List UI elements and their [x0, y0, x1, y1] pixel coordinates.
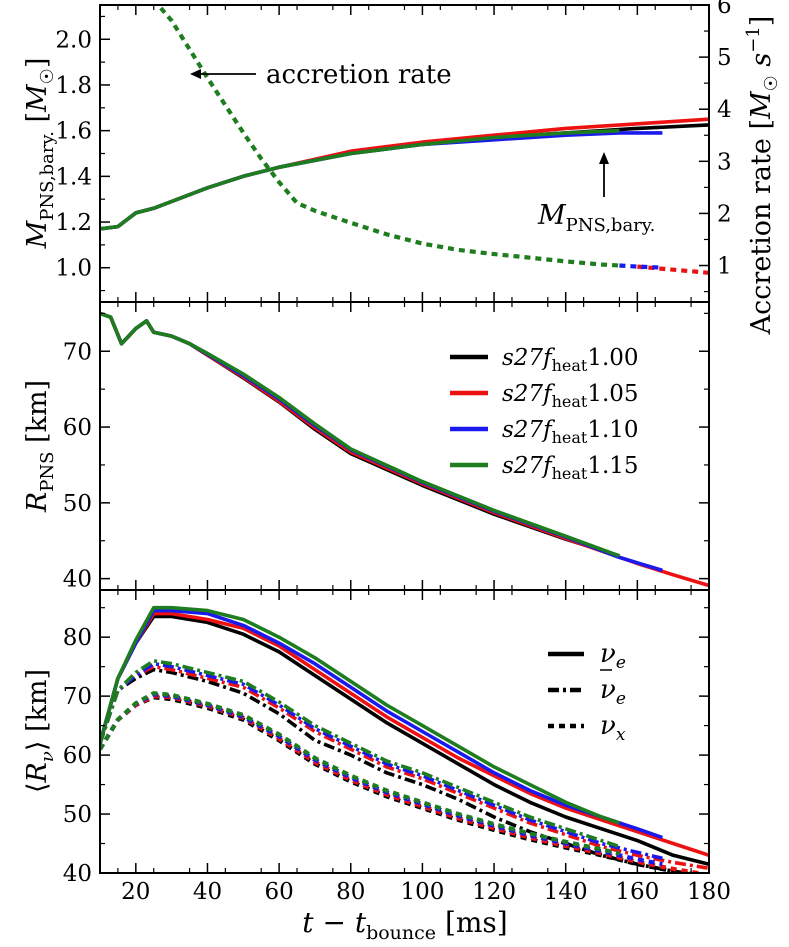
svg-text:accretion rate: accretion rate: [266, 60, 452, 90]
legend-label: s27fheat1.00: [502, 345, 639, 375]
mid-ylabel: RPNS [km]: [22, 380, 58, 513]
y-tick-label: 60: [63, 415, 92, 441]
x-tick-label: 140: [544, 879, 588, 905]
series-s27-f-heat-1-00: [100, 123, 709, 231]
y-tick-label: 1.4: [55, 164, 92, 190]
legend-label: νx: [600, 711, 626, 745]
bot-ylabel: ⟨Rν⟩ [km]: [22, 669, 58, 793]
series-s27-f-heat-1-05: [100, 117, 709, 231]
y-tick-label: 1.6: [55, 119, 92, 145]
y-tick-label: 40: [63, 861, 92, 887]
panel-accretion-mass: 1.0 1.2 1.4 1.6 1.8 2.0 1 2 3 4 5 6 MPNS,bary. [M☉]…: [22, 0, 782, 335]
x-tick-label: 40: [193, 879, 222, 905]
x-tick-label: 180: [687, 879, 731, 905]
y-tick-label: 50: [63, 491, 92, 517]
y-right-tick-label: 3: [717, 149, 732, 175]
y-right-tick-label: 6: [717, 0, 732, 19]
svg-text:MPNS,bary.: MPNS,bary.: [537, 200, 655, 236]
y-tick-label: 1.0: [55, 256, 92, 282]
y-tick-label: 1.2: [55, 210, 92, 236]
top-right-ylabel: Accretion rate [M☉ s−1]: [743, 16, 782, 336]
series-accretion-rate-1-10: [619, 263, 663, 270]
panel-top-frame: [99, 4, 710, 303]
legend-label: νe: [600, 639, 626, 673]
x-axis-label: t − tbounce [ms]: [302, 906, 507, 944]
legend-models: s27fheat1.00 s27fheat1.05 s27fheat1.10 s27f…: [450, 345, 639, 483]
series-nu-x-1-15: [100, 691, 620, 856]
y-tick-label: 2.0: [55, 27, 92, 53]
x-tick-label: 80: [336, 879, 365, 905]
y-right-tick-label: 4: [717, 97, 732, 123]
x-tick-label: 100: [400, 879, 444, 905]
legend-label: νe: [600, 675, 626, 709]
series-nu-e-1-00: [100, 614, 709, 866]
y-right-tick-label: 2: [717, 201, 732, 227]
y-tick-label: 60: [63, 743, 92, 769]
y-tick-label: 1.8: [55, 73, 92, 99]
y-tick-label: 40: [63, 567, 92, 593]
legend-label: s27fheat1.15: [502, 453, 639, 483]
series-accretion-rate-1-05: [637, 264, 709, 275]
x-tick-label: 160: [615, 879, 659, 905]
series-nu-e-1-10: [100, 608, 663, 840]
series-anti-nu-e-1-10: [100, 661, 663, 861]
annotation-accretion-rate: accretion rate: [190, 60, 452, 90]
y-tick-label: 50: [63, 802, 92, 828]
series-s27-f-heat-1-15: [100, 311, 621, 558]
y-tick-label: 70: [63, 339, 92, 365]
series-s27-f-heat-1-15: [100, 128, 620, 231]
x-tick-label: 60: [264, 879, 293, 905]
y-tick-label: 80: [63, 625, 92, 651]
series-nu-e-1-15: [100, 605, 620, 825]
x-tick-label: 120: [472, 879, 516, 905]
panel-bot-frame: [99, 589, 710, 874]
panel-neutrinosphere: 40 50 60 70 80 20 40 60 80 100 120 140 160 180 ⟨Rν⟩ […: [22, 589, 731, 905]
series-anti-nu-e-1-05: [100, 664, 709, 871]
legend-label: s27fheat1.05: [502, 381, 639, 411]
annotation-mpns: MPNS,bary.: [537, 152, 655, 236]
x-tick-label: 20: [121, 879, 150, 905]
y-right-tick-label: 5: [717, 45, 732, 71]
legend-label: s27fheat1.10: [502, 417, 639, 447]
series-nu-e-1-05: [100, 611, 709, 858]
y-tick-label: 70: [63, 684, 92, 710]
top-left-ylabel: MPNS,bary. [M☉]: [22, 58, 58, 250]
y-right-tick-label: 1: [717, 254, 732, 280]
